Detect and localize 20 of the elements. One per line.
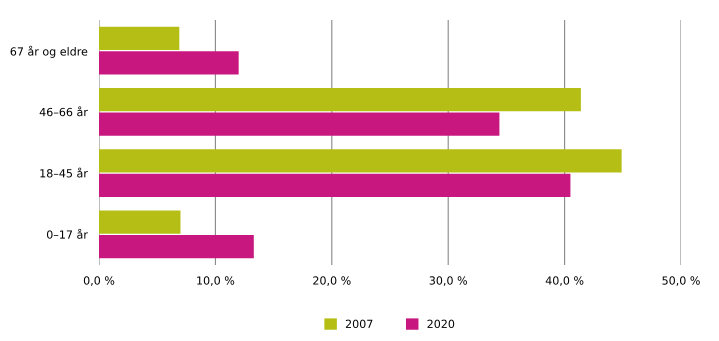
x-tick-label: 20,0 % bbox=[313, 276, 351, 286]
bar bbox=[99, 26, 180, 50]
x-tick-label: 0,0 % bbox=[84, 276, 114, 286]
y-tick-label: 18–45 år bbox=[40, 168, 88, 178]
bar bbox=[99, 210, 180, 234]
y-tick-label: 0–17 år bbox=[46, 228, 88, 239]
bar bbox=[99, 149, 622, 173]
bar bbox=[99, 234, 254, 258]
x-tick-label: 10,0 % bbox=[197, 276, 234, 286]
bar bbox=[99, 174, 570, 198]
bar bbox=[99, 88, 581, 112]
legend-label: 2020 bbox=[427, 320, 454, 328]
bar bbox=[99, 51, 239, 75]
legend-label: 2007 bbox=[346, 320, 372, 328]
x-tick-label: 40,0 % bbox=[546, 276, 584, 286]
x-tick-label: 30,0 % bbox=[430, 276, 467, 286]
bar bbox=[99, 112, 500, 136]
x-tick-label: 50,0 % bbox=[662, 276, 700, 286]
y-tick-label: 46–66 år bbox=[40, 106, 88, 116]
y-tick-label: 67 år og eldre bbox=[10, 46, 88, 58]
